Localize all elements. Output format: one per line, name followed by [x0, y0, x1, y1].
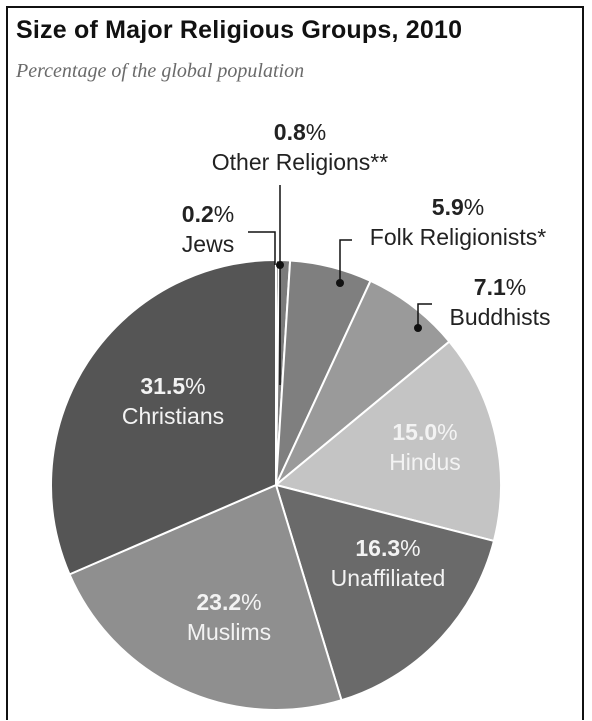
label-other-religions: 0.8% Other Religions**	[212, 119, 388, 175]
leader-buddhists	[417, 303, 432, 328]
label-percent-other-religions: %	[306, 119, 326, 145]
slice-unaffiliated	[274, 483, 496, 702]
label-muslims: 23.2% Muslims	[187, 589, 271, 645]
label-name-jews: Jews	[182, 231, 234, 257]
label-name-folk-religionists: Folk Religionists*	[370, 224, 546, 250]
label-percent-muslims: %	[241, 589, 261, 615]
label-name-christians: Christians	[122, 403, 224, 429]
label-name-muslims: Muslims	[187, 619, 271, 645]
leader-dot-folk-religionists	[336, 279, 344, 287]
label-value-hindus: 15.0	[392, 419, 437, 445]
label-value-jews: 0.2	[182, 201, 214, 227]
label-christians: 31.5% Christians	[122, 373, 224, 429]
label-hindus: 15.0% Hindus	[389, 419, 461, 475]
label-value-other-religions: 0.8	[274, 119, 306, 145]
label-value-folk-religionists: 5.9	[432, 194, 464, 220]
leader-dot-buddhists	[414, 324, 422, 332]
label-name-hindus: Hindus	[389, 449, 461, 475]
label-name-buddhists: Buddhists	[449, 304, 550, 330]
label-name-other-religions: Other Religions**	[212, 149, 388, 175]
leader-lines	[248, 185, 432, 385]
label-value-unaffiliated: 16.3	[355, 535, 400, 561]
leader-jews	[248, 231, 276, 265]
slice-hindus	[273, 340, 502, 543]
label-percent-folk-religionists: %	[464, 194, 484, 220]
chart-title: Size of Major Religious Groups, 2010	[16, 16, 463, 44]
label-percent-jews: %	[214, 201, 234, 227]
label-value-muslims: 23.2	[196, 589, 241, 615]
label-jews: 0.2% Jews	[182, 201, 234, 257]
label-unaffiliated: 16.3% Unaffiliated	[331, 535, 446, 591]
label-percent-unaffiliated: %	[400, 535, 420, 561]
label-value-buddhists: 7.1	[474, 274, 506, 300]
label-percent-christians: %	[185, 373, 205, 399]
label-name-unaffiliated: Unaffiliated	[331, 565, 446, 591]
slice-muslims	[68, 483, 343, 711]
label-percent-buddhists: %	[506, 274, 526, 300]
chart-subtitle: Percentage of the global population	[16, 60, 305, 82]
slice-buddhists	[275, 279, 451, 486]
label-folk-religionists: 5.9% Folk Religionists*	[370, 194, 546, 250]
label-buddhists: 7.1% Buddhists	[449, 274, 550, 330]
leader-folk-religionists	[339, 239, 352, 283]
chart-frame	[6, 6, 584, 720]
slice-labels: 0.2% Jews 0.8% Other Religions** 5.9% Folk Re…	[122, 119, 551, 645]
pie-slices	[50, 258, 502, 711]
slice-christians	[50, 258, 277, 576]
label-percent-hindus: %	[437, 419, 457, 445]
label-value-christians: 31.5	[140, 373, 185, 399]
